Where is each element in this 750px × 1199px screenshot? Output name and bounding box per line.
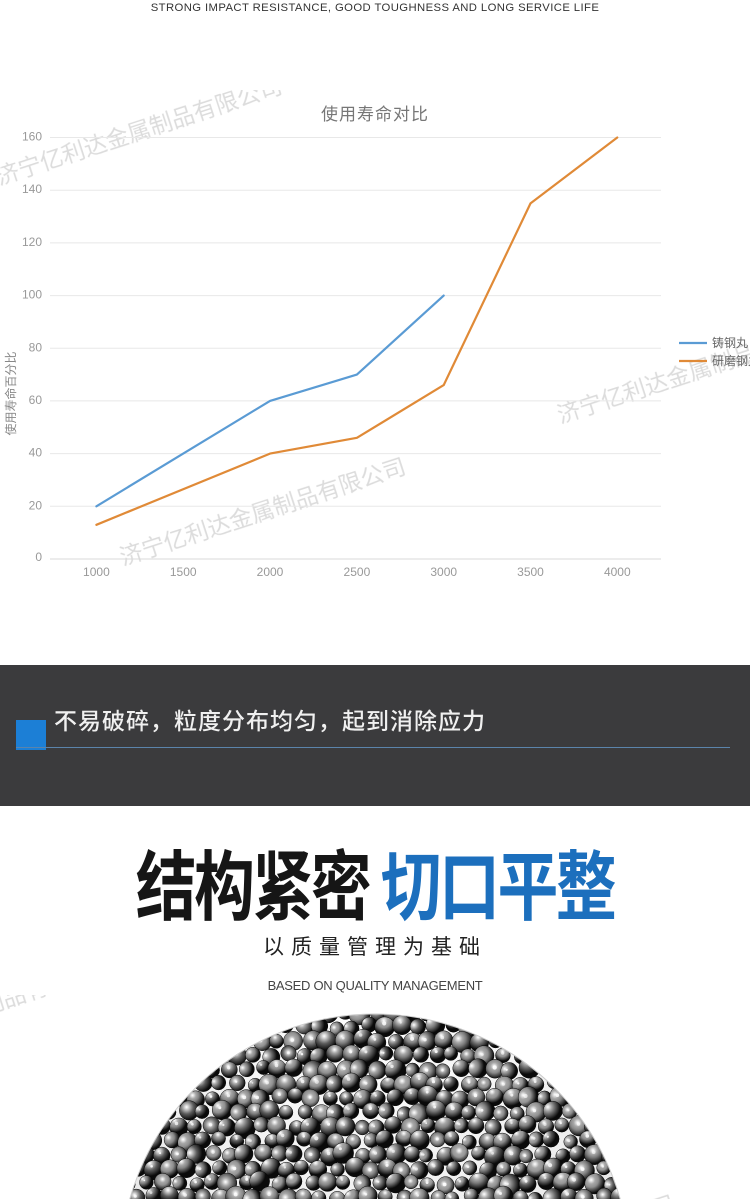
svg-text:铸钢丸: 铸钢丸	[712, 334, 748, 351]
svg-text:3000: 3000	[430, 565, 457, 579]
svg-text:2500: 2500	[344, 565, 371, 579]
svg-text:3500: 3500	[517, 565, 544, 579]
svg-text:研磨钢丸: 研磨钢丸	[712, 352, 750, 369]
svg-text:1500: 1500	[170, 565, 197, 579]
svg-text:0: 0	[35, 550, 42, 564]
svg-text:4000: 4000	[604, 565, 631, 579]
svg-text:120: 120	[22, 235, 42, 249]
svg-text:20: 20	[29, 498, 43, 512]
svg-text:160: 160	[22, 130, 42, 144]
svg-text:140: 140	[22, 182, 42, 196]
svg-text:100: 100	[22, 288, 42, 302]
svg-text:2000: 2000	[257, 565, 284, 579]
svg-text:80: 80	[29, 340, 43, 354]
svg-text:60: 60	[29, 393, 43, 407]
svg-text:1000: 1000	[83, 565, 110, 579]
svg-text:40: 40	[29, 446, 43, 460]
